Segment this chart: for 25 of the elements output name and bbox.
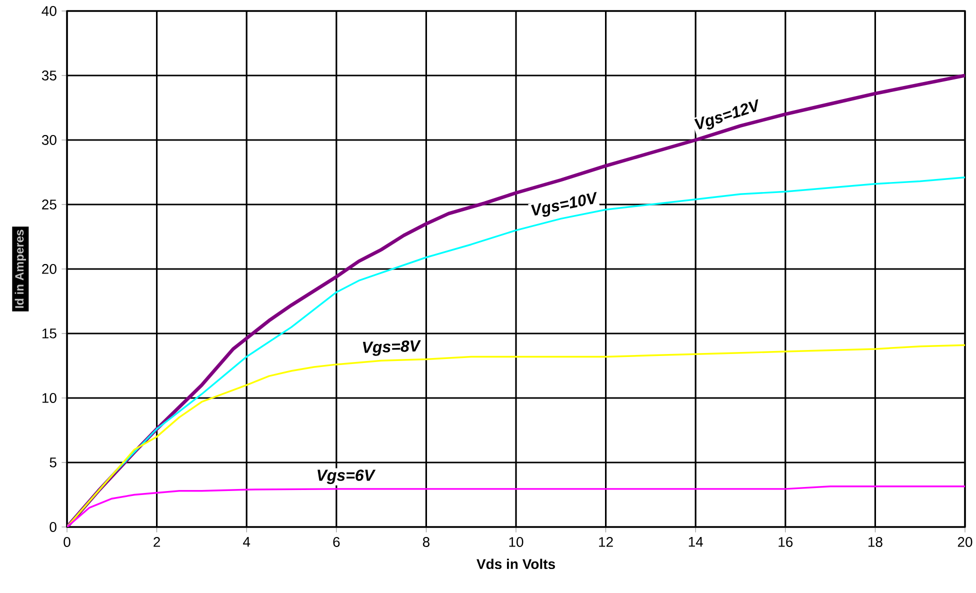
text: Vgs=10V: [531, 192, 597, 217]
x-tick-label: 14: [688, 537, 703, 547]
x-tick-label: 2: [154, 537, 160, 547]
x-tick-label: 0: [64, 537, 70, 547]
x-tick-label: 12: [599, 537, 613, 547]
x-tick-label: 16: [778, 537, 793, 547]
y-tick-label: 40: [42, 6, 56, 16]
y-tick-label: 5: [50, 458, 56, 468]
y-tick-label: 25: [42, 200, 56, 210]
y-tick-label: 30: [42, 135, 56, 145]
series-label: Vgs=8V: [362, 340, 421, 356]
x-tick-label: 10: [509, 537, 524, 547]
x-tick-label: 4: [243, 537, 250, 547]
y-axis-title: Id in Amperes: [14, 230, 26, 308]
x-tick-label: 6: [333, 537, 340, 547]
series-label: Vgs=6V: [318, 470, 376, 484]
x-tick-label: 18: [868, 537, 882, 547]
x-tick-label: 20: [958, 537, 972, 547]
x-axis-title: Vds in Volts: [476, 558, 555, 570]
y-tick-label: 15: [42, 328, 56, 338]
y-tick-label: 20: [42, 264, 56, 274]
x-tick-label: 8: [422, 537, 430, 547]
y-tick-label: 0: [50, 522, 56, 532]
y-tick-label: 10: [42, 393, 56, 403]
y-tick-label: 35: [42, 70, 56, 80]
